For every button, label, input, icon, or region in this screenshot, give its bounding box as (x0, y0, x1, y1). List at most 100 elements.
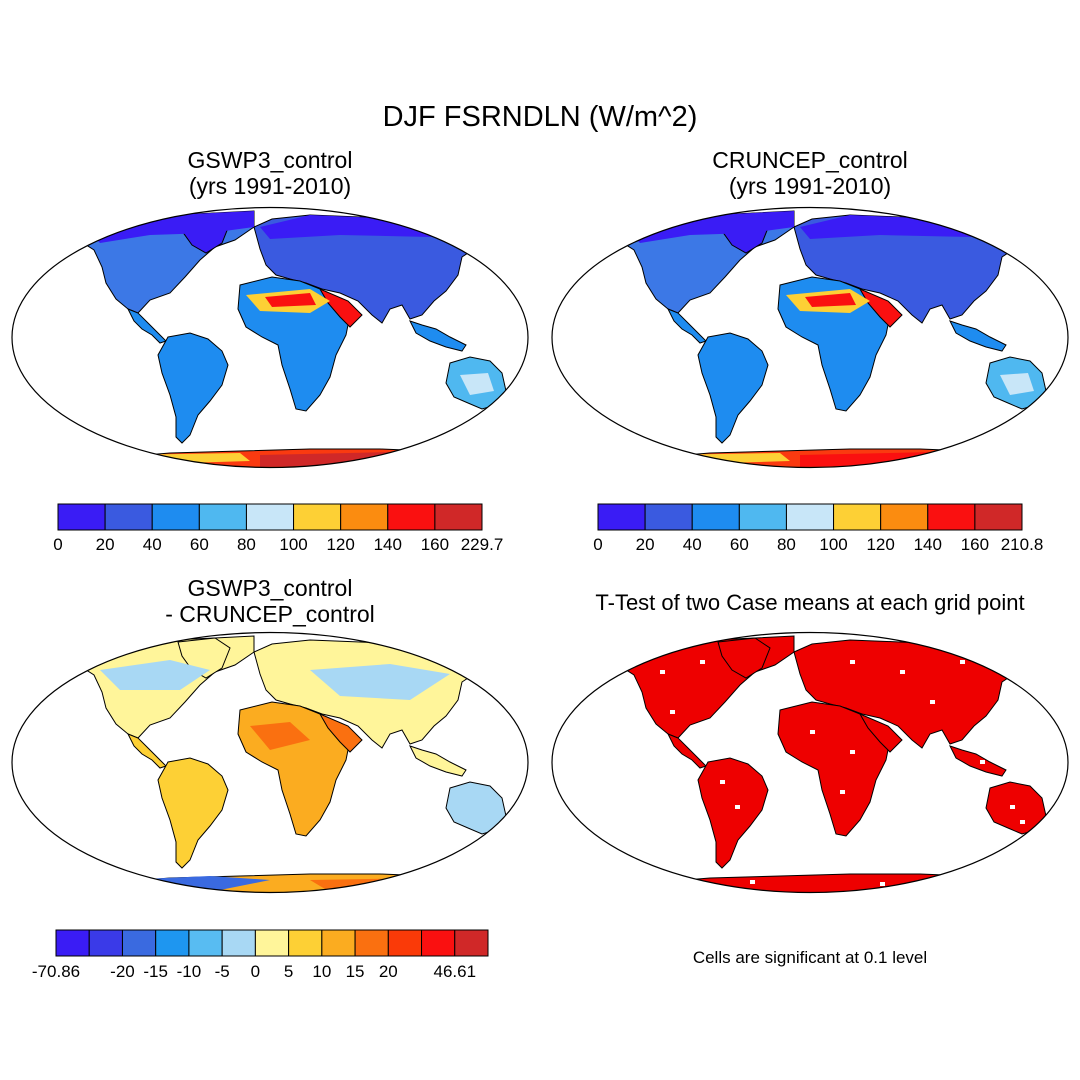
map-gswp3-land-ar (318, 287, 363, 328)
colorbar-cruncep-tick-label: 160 (960, 535, 990, 554)
panel-title-difference-line2: - CRUNCEP_control (165, 600, 375, 627)
map-ttest (551, 631, 1069, 894)
colorbar-difference-tick-label: -70.86 (31, 962, 81, 981)
colorbar-gswp3-tick-label: 140 (373, 535, 402, 554)
colorbar-gswp3-swatch (340, 503, 389, 531)
panel-title-difference: GSWP3_control - CRUNCEP_control (0, 575, 540, 628)
panel-title-difference-line1: GSWP3_control (187, 575, 353, 601)
map-ttest-land-sa (697, 757, 769, 869)
panel-title-cruncep-line1: CRUNCEP_control (712, 147, 908, 173)
colorbar-cruncep-tick-label: 140 (913, 535, 942, 554)
colorbar-cruncep-swatch (738, 503, 787, 531)
colorbar-gswp3-tick-label: 160 (420, 535, 450, 554)
map-cruncep-land-se (949, 320, 1007, 352)
colorbar-cruncep-swatch (597, 503, 646, 531)
map-difference-land-au (445, 781, 507, 835)
colorbar-gswp3-tick-label: 229.7 (460, 535, 504, 554)
colorbar-cruncep-swatch (880, 503, 929, 531)
colorbar-difference-swatch (387, 929, 423, 957)
colorbar-difference-swatch (155, 929, 190, 957)
colorbar-gswp3-tick-label: 80 (236, 535, 256, 554)
map-gswp3-land-se (409, 320, 467, 352)
colorbar-cruncep-tick-label: 210.8 (1000, 535, 1044, 554)
colorbar-cruncep-labels: 0 20 40 60 80 100 120 140 160 210.8 (593, 535, 1043, 555)
colorbar-difference-swatch (354, 929, 389, 957)
map-gswp3-land-ca2 (126, 308, 167, 344)
map-ttest-land-gl (717, 637, 771, 679)
panel-title-cruncep-line2: (yrs 1991-2010) (728, 172, 892, 199)
colorbar-difference-tick-label: -15 (143, 962, 168, 981)
map-ttest-land-se (949, 745, 1007, 777)
panel-title-gswp3-line2: (yrs 1991-2010) (188, 172, 352, 199)
colorbar-gswp3-swatch (104, 503, 153, 531)
colorbar-difference-swatch (88, 929, 123, 957)
panel-title-cruncep: CRUNCEP_control (yrs 1991-2010) (540, 147, 1080, 200)
colorbar-difference-tick-label: 46.61 (433, 962, 477, 981)
map-cruncep (551, 206, 1069, 469)
colorbar-difference-tick-label: 0 (250, 962, 261, 981)
colorbar-cruncep-swatch (927, 503, 976, 531)
colorbar-difference-swatch (321, 929, 356, 957)
colorbar-difference-swatch (454, 929, 489, 957)
colorbar-difference-swatch (188, 929, 223, 957)
map-difference (11, 631, 529, 894)
colorbar-cruncep-swatch (785, 503, 835, 531)
colorbar-cruncep-tick-label: 120 (866, 535, 895, 554)
map-gswp3-land-sa (157, 332, 229, 444)
colorbar-gswp3-tick-label: 0 (53, 535, 63, 554)
colorbar-difference-tick-label: 5 (283, 962, 294, 981)
colorbar-gswp3-swatch (57, 503, 106, 531)
map-gswp3 (11, 206, 529, 469)
panel-title-ttest: T-Test of two Case means at each grid po… (595, 590, 1025, 615)
colorbar-gswp3-tick-label: 120 (326, 535, 355, 554)
colorbar-gswp3-swatch (151, 503, 200, 531)
map-difference-land-sa (157, 757, 229, 869)
map-ttest-land-ar (858, 712, 903, 753)
colorbar-gswp3-swatch (245, 503, 295, 531)
map-ttest-land-ca2 (666, 733, 707, 769)
colorbar-gswp3-tick-label: 60 (189, 535, 209, 554)
map-cruncep-land-ca2 (666, 308, 707, 344)
colorbar-gswp3-swatch (387, 503, 436, 531)
colorbar-cruncep-tick-label: 100 (819, 535, 848, 554)
colorbar-cruncep-swatch (833, 503, 882, 531)
map-cruncep-land-sa (697, 332, 769, 444)
colorbar-cruncep-tick-label: 0 (593, 535, 603, 554)
panel-title-gswp3-line1: GSWP3_control (187, 147, 353, 173)
colorbar-difference-tick-label: -20 (110, 962, 135, 981)
colorbar-gswp3-tick-label: 20 (95, 535, 115, 554)
colorbar-gswp3-tick-label: 40 (142, 535, 162, 554)
colorbar-difference-swatch (55, 929, 90, 957)
figure-title: DJF FSRNDLN (W/m^2) (382, 101, 698, 133)
map-difference-land-ca2 (126, 733, 167, 769)
colorbar-difference-swatch (221, 929, 256, 957)
colorbar-difference (55, 929, 489, 957)
colorbar-difference-tick-label: -5 (214, 962, 230, 981)
colorbar-gswp3-labels: 0 20 40 60 80 100 120 140 160 229.7 (53, 535, 503, 555)
colorbar-cruncep-swatch (691, 503, 740, 531)
colorbar-gswp3-tick-label: 100 (279, 535, 308, 554)
map-difference-land-se (409, 745, 467, 777)
colorbar-gswp3-swatch (293, 503, 342, 531)
colorbar-cruncep-tick-label: 60 (729, 535, 749, 554)
colorbar-cruncep-tick-label: 80 (776, 535, 796, 554)
ttest-note: Cells are significant at 0.1 level (692, 948, 928, 967)
colorbar-gswp3-swatch (434, 503, 483, 531)
colorbar-gswp3 (57, 503, 483, 531)
colorbar-difference-swatch (254, 929, 290, 957)
colorbar-gswp3-swatch (198, 503, 247, 531)
colorbar-difference-tick-label: -10 (176, 962, 202, 981)
map-difference-land-ar (318, 712, 363, 753)
colorbar-difference-swatch (288, 929, 323, 957)
colorbar-difference-tick-label: 20 (378, 962, 398, 981)
colorbar-cruncep (597, 503, 1023, 531)
colorbar-cruncep-swatch (644, 503, 693, 531)
colorbar-cruncep-tick-label: 20 (635, 535, 655, 554)
panel-title-gswp3: GSWP3_control (yrs 1991-2010) (0, 147, 540, 200)
colorbar-difference-tick-label: 15 (345, 962, 365, 981)
colorbar-difference-swatch (121, 929, 157, 957)
colorbar-difference-tick-label: 10 (312, 962, 332, 981)
colorbar-difference-swatch (421, 929, 456, 957)
colorbar-cruncep-swatch (974, 503, 1023, 531)
map-ttest-land-au (985, 781, 1047, 835)
